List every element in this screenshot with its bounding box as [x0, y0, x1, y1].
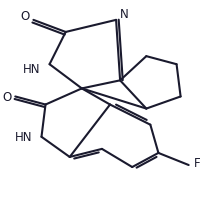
Text: N: N [120, 8, 128, 21]
Text: F: F [193, 157, 200, 170]
Text: O: O [3, 90, 12, 103]
Text: HN: HN [23, 62, 40, 75]
Text: O: O [21, 10, 30, 23]
Text: HN: HN [15, 131, 32, 144]
